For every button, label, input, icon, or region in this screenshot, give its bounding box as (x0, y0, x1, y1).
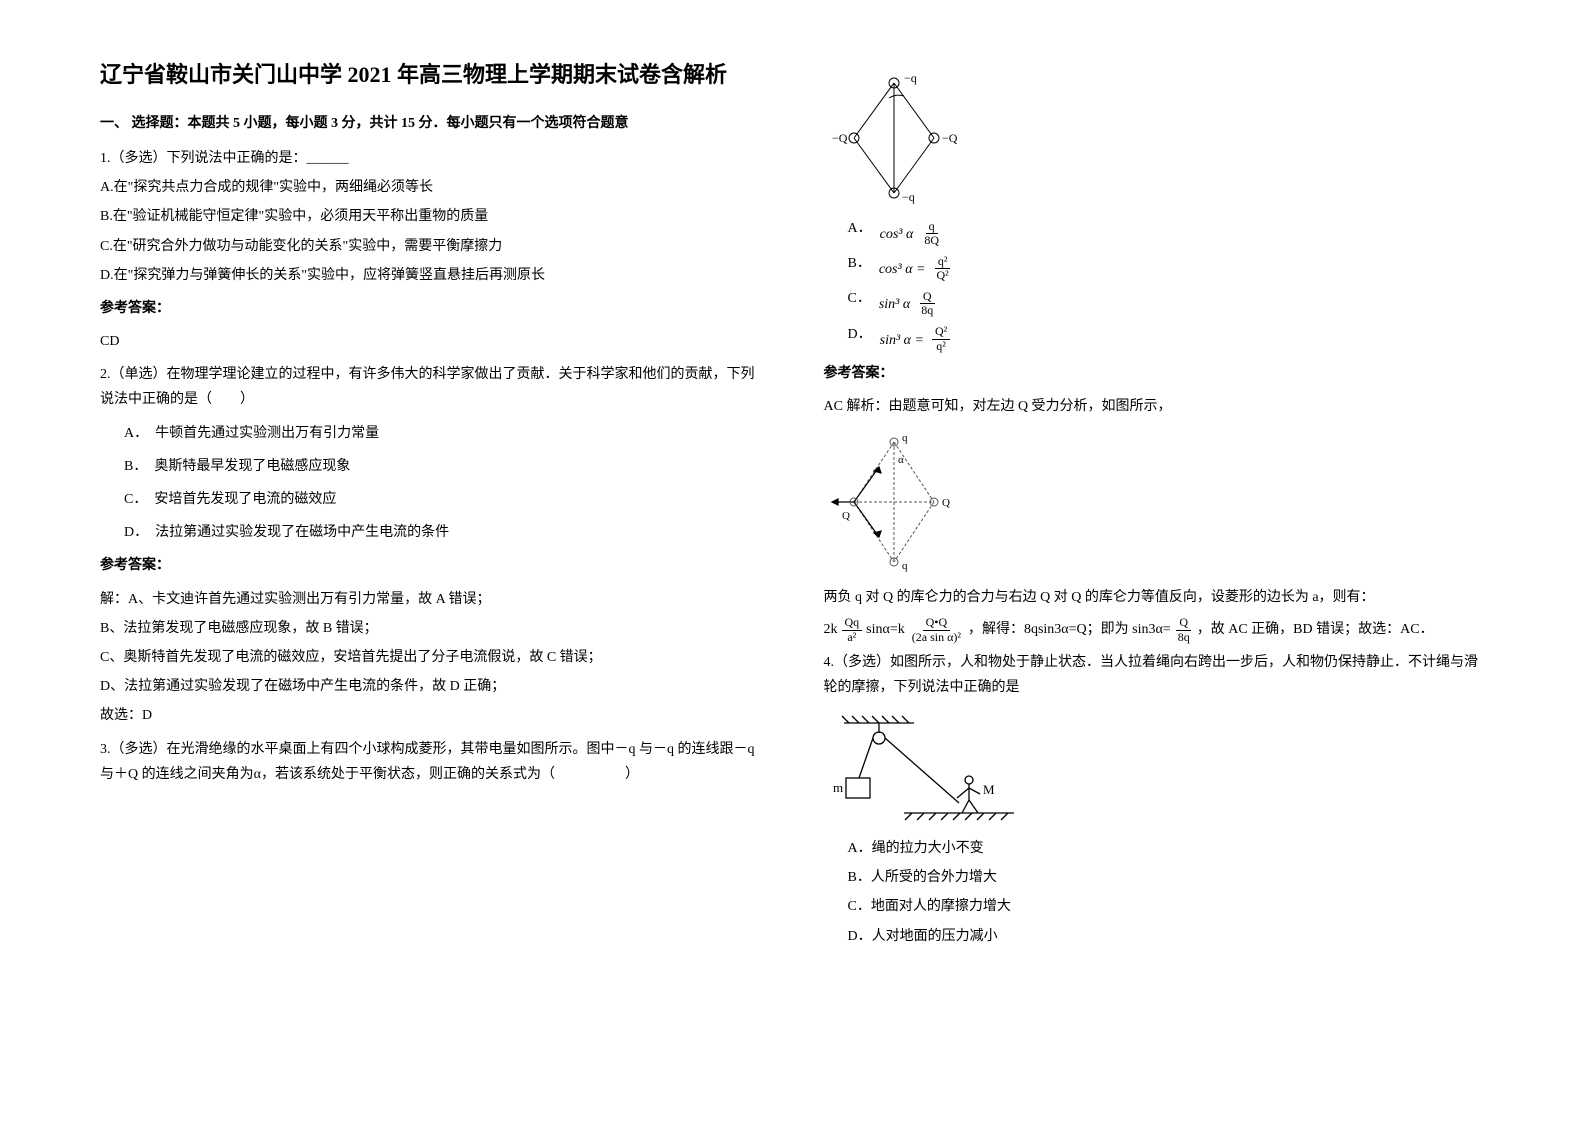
q3-sol-line1: 两负 q 对 Q 的库仑力的合力与右边 Q 对 Q 的库仑力等值反向，设菱形的边… (824, 585, 1488, 610)
q2-sol-3: C、奥斯特首先发现了电流的磁效应，安培首先提出了分子电流假说，故 C 错误； (100, 645, 764, 670)
q3-option-d: D． sin³ α = Q² q² (824, 322, 1488, 353)
fraction-icon: Q² q² (932, 325, 950, 352)
q4-option-a: A．绳的拉力大小不变 (824, 836, 1488, 861)
q3-force-diagram: q Q Q q α (824, 427, 1488, 577)
q3-opt-c-lhs: sin³ α (879, 292, 910, 317)
q3-opt-c-label: C． (848, 286, 871, 317)
q2-sol-5: 故选：D (100, 703, 764, 728)
q2-sol-1: 解：A、卡文迪许首先通过实验测出万有引力常量，故 A 错误； (100, 587, 764, 612)
fraction-icon: Q 8q (918, 290, 936, 317)
fd-label-bottom: q (902, 560, 908, 572)
charge-label-left: −Q (832, 131, 848, 145)
q3-option-c: C． sin³ α Q 8q (824, 286, 1488, 317)
q2-option-a: A． 牛顿首先通过实验测出万有引力常量 (100, 421, 764, 446)
q3-opt-b-lhs: cos³ α = (879, 257, 926, 282)
q2-sol-2: B、法拉第发现了电磁感应现象，故 B 错误； (100, 616, 764, 641)
q3-answer-label: 参考答案： (824, 361, 1488, 386)
left-column: 辽宁省鞍山市关门山中学 2021 年高三物理上学期期末试卷含解析 一、 选择题：… (100, 60, 764, 953)
q1-answer-label: 参考答案： (100, 296, 764, 321)
q4-option-c: C．地面对人的摩擦力增大 (824, 894, 1488, 919)
sol-f2-den: (2a sin α)² (909, 631, 964, 644)
q3-opt-b-label: B． (848, 251, 871, 282)
q3-opt-b-den: Q² (934, 269, 952, 282)
sol-f3-den: 8q (1175, 631, 1193, 644)
page-columns: 辽宁省鞍山市关门山中学 2021 年高三物理上学期期末试卷含解析 一、 选择题：… (100, 60, 1487, 953)
q1-option-d: D.在"探究弹力与弹簧伸长的关系"实验中，应将弹簧竖直悬挂后再测原长 (100, 263, 764, 288)
q3-opt-d-den: q² (933, 340, 949, 353)
q3-option-b: B． cos³ α = q² Q² (824, 251, 1488, 282)
q2-stem: 2.（单选）在物理学理论建立的过程中，有许多伟大的科学家做出了贡献．关于科学家和… (100, 362, 764, 412)
q3-answer-text: AC 解析：由题意可知，对左边 Q 受力分析，如图所示， (824, 394, 1488, 419)
q3-opt-a-den: 8Q (921, 234, 942, 247)
q3-opt-c-den: 8q (918, 304, 936, 317)
q2-option-d: D． 法拉第通过实验发现了在磁场中产生电流的条件 (100, 520, 764, 545)
q4-option-b: B．人所受的合外力增大 (824, 865, 1488, 890)
q4-diagram-pulley: m M (824, 708, 1488, 828)
sol-2k: 2k (824, 617, 838, 642)
fraction-icon: q 8Q (921, 220, 942, 247)
sol-f1-den: a² (844, 631, 859, 644)
fraction-icon: q² Q² (934, 255, 952, 282)
q4-stem: 4.（多选）如图所示，人和物处于静止状态．当人拉着绳向右跨出一步后，人和物仍保持… (824, 650, 1488, 700)
q3-opt-a-num: q (926, 220, 938, 234)
q2-sol-4: D、法拉第通过实验发现了在磁场中产生电流的条件，故 D 正确； (100, 674, 764, 699)
q3-opt-b-num: q² (935, 255, 951, 269)
q3-sol-equation: 2k Qq a² sinα=k Q•Q (2a sin α)² ，解得：8qsi… (824, 616, 1488, 643)
q3-opt-a-lhs: cos³ α (880, 222, 914, 247)
q1-answer: CD (100, 329, 764, 354)
charge-label-bottom: −q (902, 190, 915, 204)
q3-opt-d-label: D． (848, 322, 872, 353)
sol-tail: ，故 AC 正确，BD 错误；故选：AC． (1197, 617, 1434, 642)
q3-opt-a-label: A． (848, 216, 872, 247)
section-heading: 一、 选择题：本题共 5 小题，每小题 3 分，共计 15 分．每小题只有一个选… (100, 111, 764, 136)
q3-option-a: A． cos³ α q 8Q (824, 216, 1488, 247)
person-label: M (983, 782, 995, 797)
sol-mid1: sinα=k (866, 617, 905, 642)
fraction-icon: Qq a² (842, 616, 863, 643)
right-column: −q −Q −Q −q A． cos³ α q 8Q B． cos³ α = q… (824, 60, 1488, 953)
q3-diagram-rhombus: −q −Q −Q −q (824, 68, 1488, 208)
fd-label-alpha: α (898, 454, 904, 466)
q3-stem: 3.（多选）在光滑绝缘的水平桌面上有四个小球构成菱形，其带电量如图所示。图中－q… (100, 737, 764, 787)
sol-f3-num: Q (1176, 616, 1191, 630)
mass-label: m (833, 780, 843, 795)
fraction-icon: Q 8q (1175, 616, 1193, 643)
fraction-icon: Q•Q (2a sin α)² (909, 616, 964, 643)
q3-opt-c-num: Q (920, 290, 935, 304)
q1-option-b: B.在"验证机械能守恒定律"实验中，必须用天平称出重物的质量 (100, 204, 764, 229)
q2-option-c: C． 安培首先发现了电流的磁效应 (100, 487, 764, 512)
fd-label-right: Q (942, 497, 950, 509)
sol-f2-num: Q•Q (923, 616, 951, 630)
exam-title: 辽宁省鞍山市关门山中学 2021 年高三物理上学期期末试卷含解析 (100, 60, 764, 91)
charge-label-right: −Q (942, 131, 958, 145)
q2-option-b: B． 奥斯特最早发现了电磁感应现象 (100, 454, 764, 479)
sol-mid2: ，解得：8qsin3α=Q；即为 sin3α= (968, 617, 1171, 642)
q1-option-c: C.在"研究合外力做功与动能变化的关系"实验中，需要平衡摩擦力 (100, 234, 764, 259)
sol-f1-num: Qq (842, 616, 863, 630)
fd-label-top: q (902, 432, 908, 444)
fd-label-left: Q (842, 510, 850, 522)
charge-label-top: −q (904, 71, 917, 85)
q3-opt-d-num: Q² (932, 325, 950, 339)
q2-answer-label: 参考答案： (100, 553, 764, 578)
q1-stem: 1.（多选）下列说法中正确的是：______ (100, 146, 764, 171)
q3-opt-d-lhs: sin³ α = (880, 328, 924, 353)
q1-option-a: A.在"探究共点力合成的规律"实验中，两细绳必须等长 (100, 175, 764, 200)
q4-option-d: D．人对地面的压力减小 (824, 924, 1488, 949)
